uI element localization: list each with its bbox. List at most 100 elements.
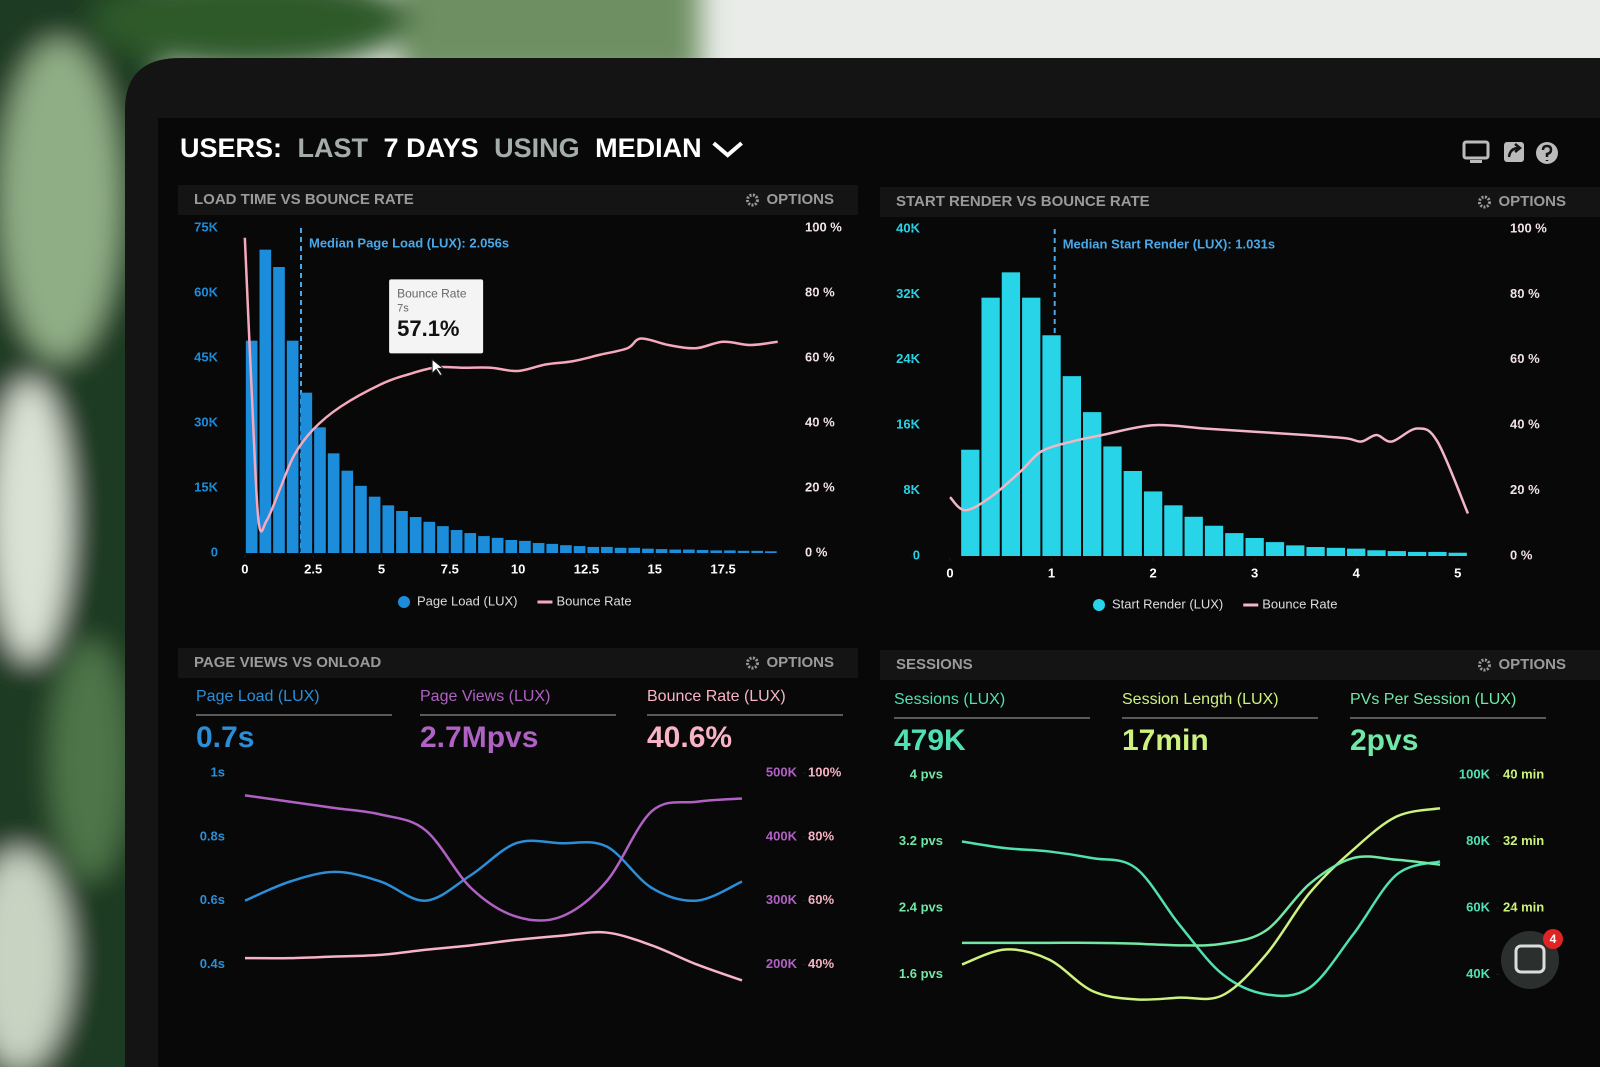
histogram-bar [355,485,367,553]
axis-tick-label: 15K [194,479,218,494]
histogram-bar [409,517,422,553]
histogram-bar [1428,551,1447,556]
options-button[interactable]: OPTIONS [766,654,834,671]
histogram-bar [505,540,518,553]
legend-label[interactable]: Bounce Rate [1262,596,1337,611]
histogram-bar [655,549,668,553]
series-line [961,807,1441,1001]
histogram-bar [423,521,436,553]
x-tick-label: 0 [946,565,953,580]
dashboard-title[interactable]: USERS: LAST 7 DAYS USING MEDIAN [180,133,702,163]
kpi-label: PVs Per Session (LUX) [1350,691,1516,708]
histogram-bar [532,543,545,553]
title-part: USERS: [180,133,282,163]
axis-tick-label: 400K [766,828,798,843]
kpi-label: Page Views (LUX) [420,688,550,705]
histogram-bar [1143,491,1163,556]
tooltip-title: Bounce Rate [397,287,467,301]
axis-tick-label: 2.4 pvs [899,899,943,914]
histogram-bar [273,267,285,553]
x-tick-label: 15 [647,561,661,576]
axis-tick-label: 60 % [805,349,835,364]
axis-tick-label: 16K [896,417,920,432]
histogram-bar [382,505,395,553]
axis-tick-label: 24K [896,351,920,366]
histogram-bar [724,550,736,553]
histogram-bar [1407,551,1427,556]
legend-symbol [398,596,410,608]
panel-header [178,185,858,215]
histogram-bar [286,340,299,553]
histogram-bar [396,510,408,553]
legend-label[interactable]: Page Load (LUX) [417,593,517,608]
axis-tick-label: 4 pvs [910,766,943,781]
histogram-bar [1001,272,1021,556]
x-tick-label: 12.5 [574,561,599,576]
axis-tick-label: 0 [913,547,920,562]
monitor-stand [1470,160,1482,163]
x-tick-label: 4 [1353,565,1361,580]
axis-tick-label: 80 % [1510,286,1540,301]
legend-label[interactable]: Bounce Rate [556,593,631,608]
axis-tick-label: 80K [1466,833,1490,848]
x-tick-label: 7.5 [441,561,459,576]
axis-tick-label: 45K [194,349,218,364]
gear-icon [1477,658,1491,672]
histogram-bar [245,340,258,553]
bounce-rate-line [949,423,1470,514]
histogram-bar [573,546,586,553]
axis-tick-label: 3.2 pvs [899,833,943,848]
panel-header [178,648,858,678]
histogram-bar [587,546,600,553]
legend-symbol [1093,599,1105,611]
histogram-bar [259,249,272,553]
panel-title: START RENDER VS BOUNCE RATE [896,193,1150,210]
histogram-bar [614,547,627,553]
kpi-value: 2.7Mpvs [420,721,538,754]
histogram-bar [450,530,463,553]
chat-widget[interactable]: 4 [1501,929,1563,989]
histogram-bar [601,546,613,553]
chat-button[interactable] [1501,931,1559,989]
histogram-bar [327,453,340,553]
histogram-bar [642,548,654,553]
histogram-bar [683,549,695,553]
histogram-bar [1164,505,1183,556]
axis-tick-label: 60K [1466,899,1490,914]
histogram-bar [1204,525,1224,556]
x-tick-label: 17.5 [710,561,735,576]
axis-tick-label: 100K [1459,766,1491,781]
histogram-bar [1245,538,1264,556]
options-button[interactable]: OPTIONS [1498,193,1566,210]
dropdown-chevron[interactable] [712,141,743,158]
axis-tick-label: 1s [211,764,225,779]
options-button[interactable]: OPTIONS [766,191,834,208]
axis-tick-label: 80 % [805,284,835,299]
axis-tick-label: 0.6s [200,892,225,907]
median-label: Median Page Load (LUX): 2.056s [309,235,509,250]
kpi-value: 2pvs [1350,724,1418,757]
histogram-bar [519,540,531,553]
help-glyph [1541,144,1553,161]
x-tick-label: 3 [1251,565,1258,580]
gear-icon [745,193,759,207]
median-label: Median Start Render (LUX): 1.031s [1063,236,1275,251]
axis-tick-label: 80% [808,828,834,843]
options-button[interactable]: OPTIONS [1498,656,1566,673]
legend-label[interactable]: Start Render (LUX) [1112,596,1223,611]
axis-tick-label: 30K [194,414,218,429]
axis-tick-label: 75K [194,219,218,234]
axis-tick-label: 100 % [805,219,842,234]
x-tick-label: 0 [241,561,248,576]
histogram-bar [1306,547,1325,556]
series-line [244,930,743,982]
kpi-label: Bounce Rate (LUX) [647,688,786,705]
histogram-bar [1022,297,1041,556]
title-part: USING [494,133,580,163]
axis-tick-label: 0.4s [200,956,225,971]
series-line [244,839,743,903]
monitor-icon[interactable] [1462,140,1490,160]
histogram-bar [464,533,477,553]
histogram-bar [341,470,354,553]
share-icon[interactable] [1504,142,1524,162]
